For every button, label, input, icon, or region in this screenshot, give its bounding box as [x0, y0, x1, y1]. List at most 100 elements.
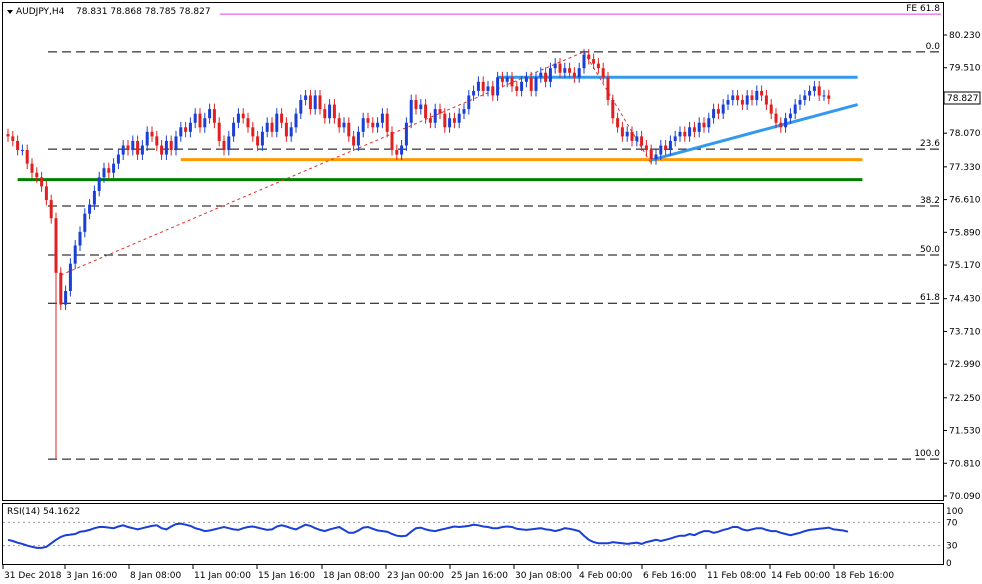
- candle-body: [664, 145, 668, 151]
- candle-body: [59, 272, 63, 305]
- candle-body: [712, 109, 716, 119]
- y-tick-label: 70.810: [949, 459, 981, 469]
- candle-body: [740, 100, 744, 105]
- y-tick-label: 70.090: [949, 492, 981, 502]
- x-tick-label: 11 Jan 00:00: [194, 571, 251, 581]
- candle-body: [745, 95, 749, 105]
- candle-body: [582, 54, 586, 69]
- x-tick-label: 14 Feb 00:00: [771, 571, 830, 581]
- symbol-timeframe: AUDJPY,H4: [16, 7, 65, 17]
- candle-body: [524, 77, 528, 82]
- candle-body: [510, 77, 514, 87]
- candle-body: [721, 104, 725, 114]
- rsi-tick-label: 0: [946, 559, 952, 569]
- candle-body: [592, 59, 596, 64]
- x-tick-label: 25 Jan 16:00: [451, 571, 508, 581]
- candle-body: [678, 131, 682, 137]
- candle-body: [227, 136, 231, 151]
- x-tick-label: 3 Jan 16:00: [66, 571, 118, 581]
- candle-body: [83, 213, 87, 232]
- candle-body: [35, 172, 39, 178]
- candle-body: [448, 118, 452, 128]
- candle-body: [702, 122, 706, 128]
- candle-body: [88, 204, 92, 214]
- candle-body: [515, 86, 519, 91]
- x-tick-label: 4 Feb 00:00: [579, 571, 633, 581]
- candle-body: [352, 136, 356, 146]
- candle-body: [668, 140, 672, 151]
- candle-body: [49, 200, 53, 219]
- candle-body: [438, 109, 442, 114]
- candle-body: [328, 104, 332, 119]
- candle-body: [112, 163, 116, 173]
- candle-body: [625, 131, 629, 137]
- candle-body: [11, 136, 15, 141]
- candle-body: [462, 109, 466, 114]
- candle-body: [731, 95, 735, 101]
- candle-body: [572, 72, 576, 78]
- candle-body: [817, 86, 821, 96]
- candle-body: [155, 136, 159, 146]
- candle-body: [529, 77, 533, 91]
- candle-body: [630, 131, 634, 141]
- candle-body: [284, 122, 288, 137]
- candle-body: [764, 95, 768, 105]
- candle-body: [472, 90, 476, 96]
- candle-body: [548, 68, 552, 82]
- candle-body: [68, 263, 72, 291]
- candle-body: [371, 122, 375, 128]
- candle-body: [716, 109, 720, 114]
- candle-body: [784, 118, 788, 128]
- candle-body: [265, 122, 269, 132]
- candle-body: [92, 190, 96, 205]
- candle-body: [280, 113, 284, 123]
- candles-layer: [6, 49, 831, 460]
- x-tick-label: 23 Jan 00:00: [387, 571, 444, 581]
- candle-body: [217, 122, 221, 141]
- fib-level-label: 38.2: [920, 196, 940, 206]
- candle-body: [539, 72, 543, 78]
- candle-body: [707, 118, 711, 128]
- candle-body: [164, 140, 168, 155]
- candle-body: [443, 113, 447, 128]
- collapse-triangle-icon[interactable]: [7, 10, 13, 14]
- candle-body: [64, 290, 68, 305]
- candle-body: [558, 63, 562, 73]
- candle-body: [275, 113, 279, 132]
- candle-body: [808, 90, 812, 96]
- candle-body: [774, 113, 778, 123]
- candle-body: [505, 77, 509, 82]
- candle-body: [131, 140, 135, 151]
- candle-body: [380, 113, 384, 123]
- candle-body: [169, 140, 173, 151]
- candle-body: [486, 86, 490, 91]
- candle-body: [726, 100, 730, 105]
- y-tick-label: 73.710: [949, 327, 981, 337]
- y-tick-label: 78.070: [949, 129, 981, 139]
- candle-body: [193, 113, 197, 123]
- candle-body: [160, 145, 164, 155]
- candle-body: [496, 77, 500, 96]
- candle-body: [140, 145, 144, 155]
- candle-body: [121, 145, 125, 155]
- y-tick-label: 77.330: [949, 163, 981, 173]
- candle-body: [596, 63, 600, 69]
- candle-body: [332, 104, 336, 119]
- candle-body: [251, 127, 255, 137]
- candle-body: [25, 150, 29, 164]
- trend-lines-layer: [60, 51, 858, 276]
- candle-body: [390, 131, 394, 151]
- candle-body: [385, 113, 389, 132]
- candle-body: [246, 118, 250, 128]
- candle-body: [611, 100, 615, 119]
- candle-body: [620, 127, 624, 137]
- candle-body: [491, 86, 495, 96]
- candle-body: [236, 113, 240, 123]
- candle-body: [659, 145, 663, 155]
- candle-body: [294, 113, 298, 128]
- candle-body: [788, 113, 792, 119]
- candle-body: [203, 118, 207, 128]
- candle-body: [827, 95, 831, 99]
